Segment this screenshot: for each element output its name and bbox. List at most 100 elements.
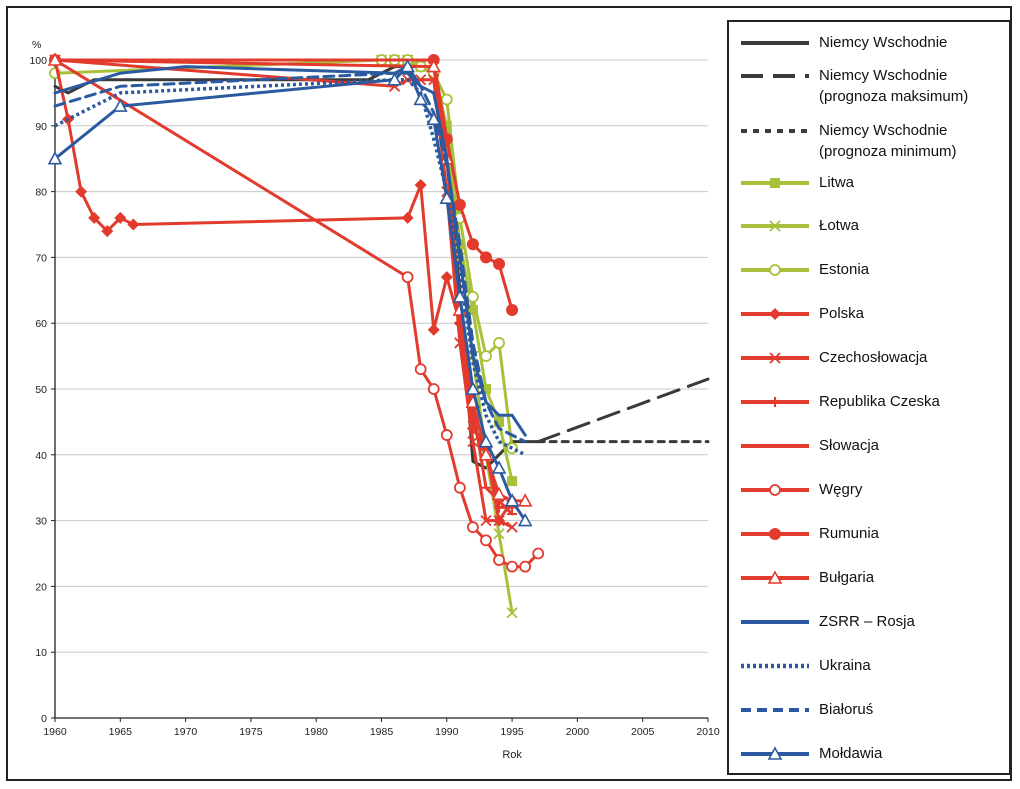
- y-tick-label: 70: [35, 252, 47, 264]
- legend-label: Białoruś: [819, 701, 874, 718]
- data-point: [452, 289, 468, 303]
- series-1: [536, 377, 710, 444]
- data-point: [506, 607, 518, 619]
- y-tick-label: 90: [35, 121, 47, 133]
- y-tick-label: 30: [35, 516, 47, 528]
- series-5: [49, 54, 518, 455]
- data-point: [480, 384, 491, 394]
- legend-label: Niemcy Wschodnie (prognoza minimum): [819, 122, 957, 160]
- legend-label: Litwa: [819, 174, 855, 191]
- x-tick-label: 2000: [566, 726, 590, 738]
- y-tick-label: 0: [41, 713, 47, 725]
- data-point: [441, 120, 452, 131]
- data-point: [112, 98, 128, 112]
- data-point: [480, 350, 492, 363]
- data-point: [414, 179, 427, 192]
- data-point: [480, 514, 492, 527]
- legend-label: Niemcy Wschodnie (prognoza maksimum): [819, 67, 969, 105]
- legend-swatch: [741, 528, 809, 540]
- data-point: [467, 436, 479, 448]
- legend-label: Bułgaria: [819, 569, 875, 586]
- legend-swatch: [741, 444, 809, 448]
- x-tick-label: 1985: [370, 726, 394, 738]
- y-tick-label: 50: [35, 384, 47, 396]
- data-point: [440, 429, 453, 441]
- data-point: [532, 547, 545, 560]
- y-tick-label: 20: [35, 581, 47, 593]
- legend-label: Łotwa: [819, 217, 860, 234]
- legend-label: Czechosłowacja: [819, 349, 928, 366]
- data-point: [466, 238, 479, 251]
- data-point: [506, 304, 519, 317]
- legend-label: Węgry: [819, 481, 863, 498]
- data-point: [47, 52, 63, 66]
- x-tick-label: 1965: [109, 726, 133, 738]
- data-point: [507, 476, 518, 487]
- data-point: [504, 493, 520, 507]
- data-point: [467, 305, 478, 316]
- legend-marker: [767, 570, 783, 584]
- legend-swatch: [741, 708, 809, 712]
- legend-swatch: [741, 308, 809, 320]
- legend-marker: [769, 308, 781, 320]
- legend-label: Ukraina: [819, 657, 871, 674]
- data-point: [427, 383, 440, 395]
- legend-swatch: [741, 746, 809, 760]
- data-point: [491, 486, 507, 501]
- x-axis-label: Rok: [502, 749, 522, 761]
- data-point: [88, 211, 101, 224]
- data-point: [453, 481, 466, 494]
- legend-swatch: [741, 74, 809, 78]
- legend-marker: [769, 528, 781, 540]
- data-point: [114, 211, 127, 224]
- series-12: [47, 52, 533, 507]
- data-point: [426, 111, 442, 126]
- legend-swatch: [741, 264, 809, 276]
- data-point: [506, 521, 518, 533]
- data-point: [127, 218, 140, 231]
- legend-swatch: [741, 220, 809, 232]
- data-point: [413, 91, 429, 106]
- data-point: [493, 257, 506, 270]
- x-tick-label: 1995: [500, 726, 524, 738]
- data-point: [387, 72, 402, 86]
- x-tick-label: 1970: [174, 726, 198, 738]
- data-point: [401, 271, 414, 284]
- data-point: [479, 251, 492, 264]
- data-point: [101, 225, 114, 238]
- data-point: [414, 363, 427, 376]
- legend-swatch: [741, 484, 809, 496]
- chart-legend: Niemcy Wschodnie Niemcy Wschodnie (progno…: [727, 20, 1011, 775]
- x-tick-label: 1975: [239, 726, 263, 738]
- y-tick-label: 80: [35, 187, 47, 199]
- x-tick-label: 2005: [631, 726, 655, 738]
- data-point: [401, 211, 414, 224]
- data-point: [47, 151, 63, 165]
- legend-label: Rumunia: [819, 525, 880, 542]
- chart-plot: 0 10 20 30 40 50 60 70 80 90 100 1960 1965 1970 1975 19…: [29, 39, 719, 761]
- data-point: [467, 521, 479, 534]
- legend-swatch: [741, 397, 809, 407]
- legend-label: Republika Czeska: [819, 393, 940, 410]
- data-point: [493, 554, 505, 566]
- data-point: [493, 514, 505, 527]
- data-point: [517, 512, 533, 527]
- legend-swatch: [741, 178, 809, 188]
- x-tick-label: 1990: [435, 726, 459, 738]
- x-tick-label: 1960: [43, 726, 67, 738]
- legend-marker: [770, 178, 780, 188]
- y-tick-label: 100: [29, 55, 47, 67]
- x-tick-label: 1980: [305, 726, 329, 738]
- data-point: [494, 502, 505, 513]
- series-3: [50, 55, 518, 487]
- data-point: [494, 416, 505, 427]
- legend-swatch: [741, 129, 809, 133]
- data-point: [480, 534, 492, 547]
- data-point: [467, 290, 479, 303]
- data-point: [453, 198, 466, 211]
- legend-marker: [769, 220, 781, 232]
- legend-swatch: [741, 570, 809, 584]
- data-point: [427, 323, 440, 336]
- y-tick-label: 60: [35, 318, 47, 330]
- data-point: [493, 528, 505, 540]
